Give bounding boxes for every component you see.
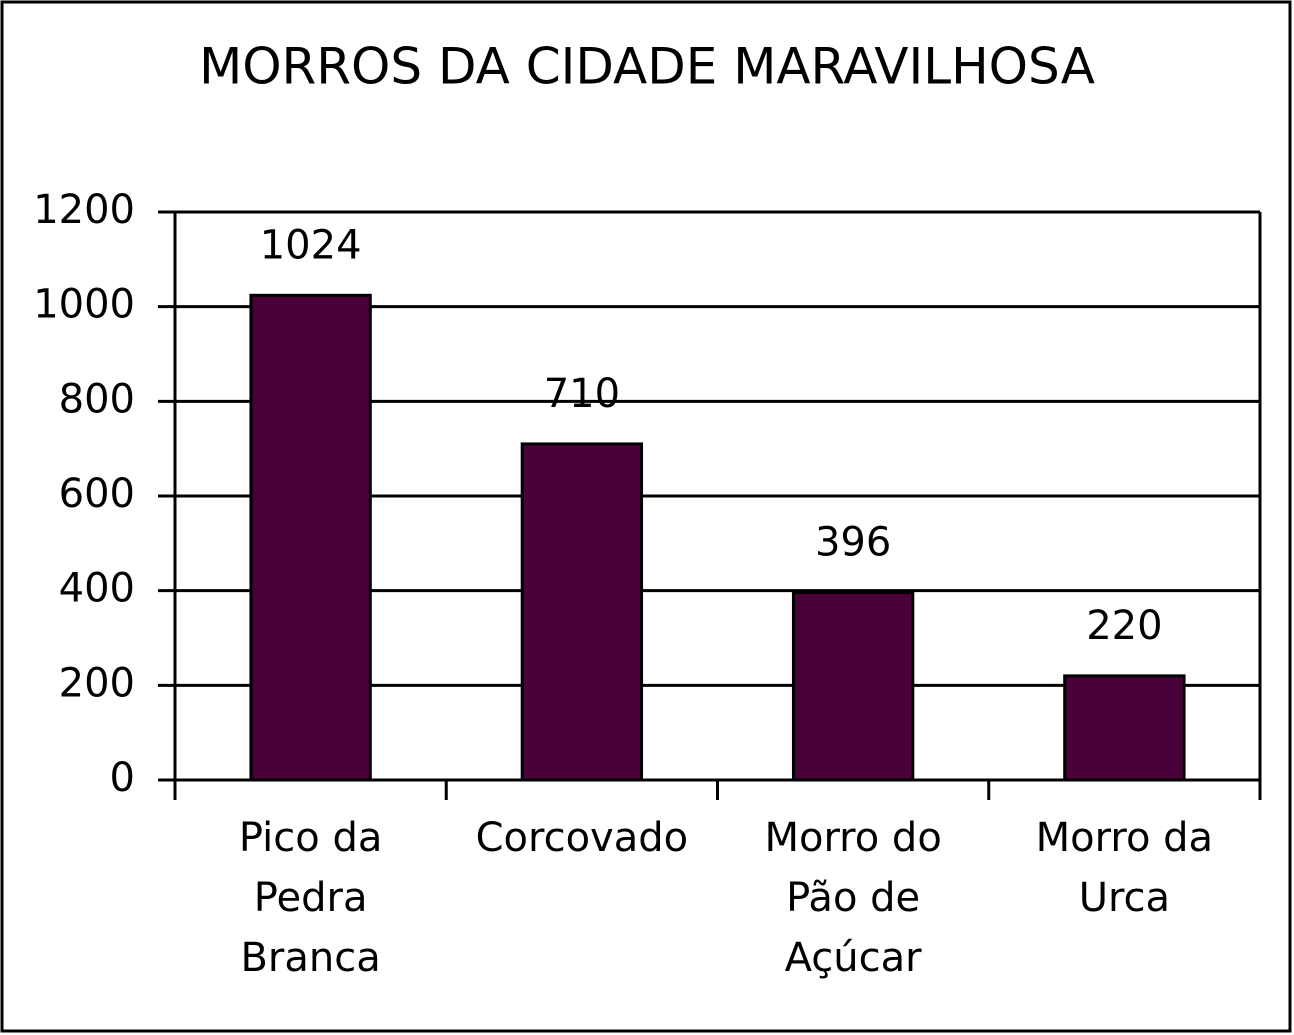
data-label: 1024 — [260, 222, 362, 268]
data-label: 396 — [815, 520, 891, 566]
y-tick-label: 0 — [110, 755, 135, 801]
chart-title: MORROS DA CIDADE MARAVILHOSA — [199, 38, 1095, 96]
y-tick-label: 600 — [59, 471, 135, 517]
x-tick-label: Morro da Urca — [1036, 815, 1213, 921]
y-tick-label: 400 — [59, 566, 135, 612]
x-tick-label-line: Urca — [1079, 875, 1170, 921]
x-tick-label-line: Morro da — [1036, 815, 1213, 861]
data-label: 220 — [1086, 603, 1162, 649]
x-tick-label: Corcovado — [476, 815, 688, 861]
y-tick-label: 1000 — [33, 282, 135, 328]
x-tick-label-line: Pão de — [786, 875, 920, 921]
y-tick-label: 200 — [59, 660, 135, 706]
x-tick-label-line: Açúcar — [785, 935, 923, 981]
data-label: 710 — [544, 371, 620, 417]
x-tick-label-line: Branca — [240, 935, 380, 981]
bar — [791, 591, 915, 782]
bar — [249, 293, 372, 782]
x-tick-label-line: Corcovado — [476, 815, 688, 861]
y-tick-label: 1200 — [33, 187, 135, 233]
x-tick-label-line: Pedra — [254, 875, 368, 921]
x-tick-label: Pico da Pedra Branca — [239, 815, 382, 981]
bar — [520, 442, 644, 782]
x-tick-label-line: Morro do — [764, 815, 941, 861]
bar — [1063, 674, 1186, 782]
x-tick-label: Morro do Pão de Açúcar — [764, 815, 941, 981]
x-tick-label-line: Pico da — [239, 815, 382, 861]
y-tick-label: 800 — [59, 376, 135, 422]
